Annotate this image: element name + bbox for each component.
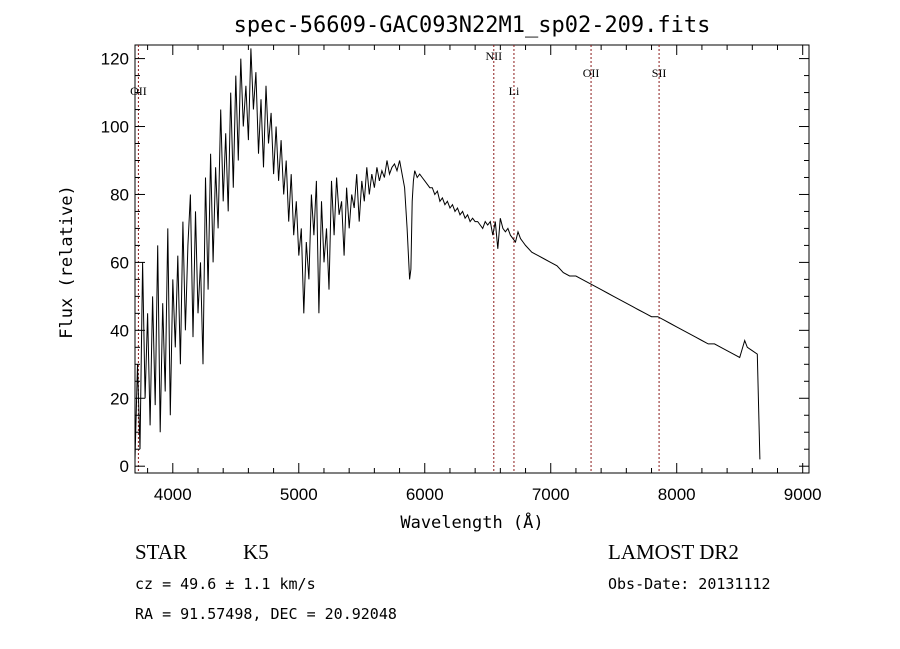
- y-tick-label: 0: [120, 457, 129, 476]
- y-tick-label: 20: [110, 389, 129, 408]
- observation-date: Obs-Date: 20131112: [608, 575, 771, 593]
- line-marker-label: OII: [583, 66, 600, 80]
- line-marker-label: SII: [652, 66, 667, 80]
- y-tick-label: 40: [110, 321, 129, 340]
- object-class: STAR: [135, 540, 187, 564]
- line-marker-label: OII: [130, 84, 147, 98]
- emission-line-markers: OII NII Li OII SII: [130, 45, 666, 473]
- x-tick-label: 8000: [658, 485, 696, 504]
- spectrum-line: [134, 48, 761, 460]
- x-tick-label: 5000: [280, 485, 318, 504]
- y-tick-label: 120: [101, 50, 129, 69]
- y-tick-label: 60: [110, 253, 129, 272]
- x-tick-label: 4000: [154, 485, 192, 504]
- x-axis-label: Wavelength (Å): [400, 511, 543, 533]
- line-marker-label: NII: [485, 49, 502, 63]
- survey-name: LAMOST DR2: [608, 540, 739, 564]
- y-axis-ticks: 0 20 40 60 80 100 120: [101, 50, 809, 476]
- x-tick-label: 6000: [406, 485, 444, 504]
- x-axis-ticks: 4000 5000 6000 7000 8000 9000: [147, 45, 822, 504]
- redshift-value: cz = 49.6 ± 1.1 km/s: [135, 575, 316, 593]
- y-tick-label: 100: [101, 118, 129, 137]
- x-tick-label: 7000: [532, 485, 570, 504]
- y-axis-label: Flux (relative): [57, 185, 77, 339]
- plot-area: [134, 44, 810, 474]
- y-tick-label: 80: [110, 185, 129, 204]
- x-tick-label: 9000: [784, 485, 822, 504]
- coordinates: RA = 91.57498, DEC = 20.92048: [135, 605, 397, 623]
- plot-frame: [134, 44, 810, 474]
- info-panel: STAR K5 LAMOST DR2 cz = 49.6 ± 1.1 km/s …: [135, 540, 771, 623]
- line-marker-label: Li: [509, 84, 520, 98]
- object-subclass: K5: [243, 540, 269, 564]
- chart-title: spec-56609-GAC093N22M1_sp02-209.fits: [234, 13, 711, 38]
- spectrum-series: [134, 48, 761, 460]
